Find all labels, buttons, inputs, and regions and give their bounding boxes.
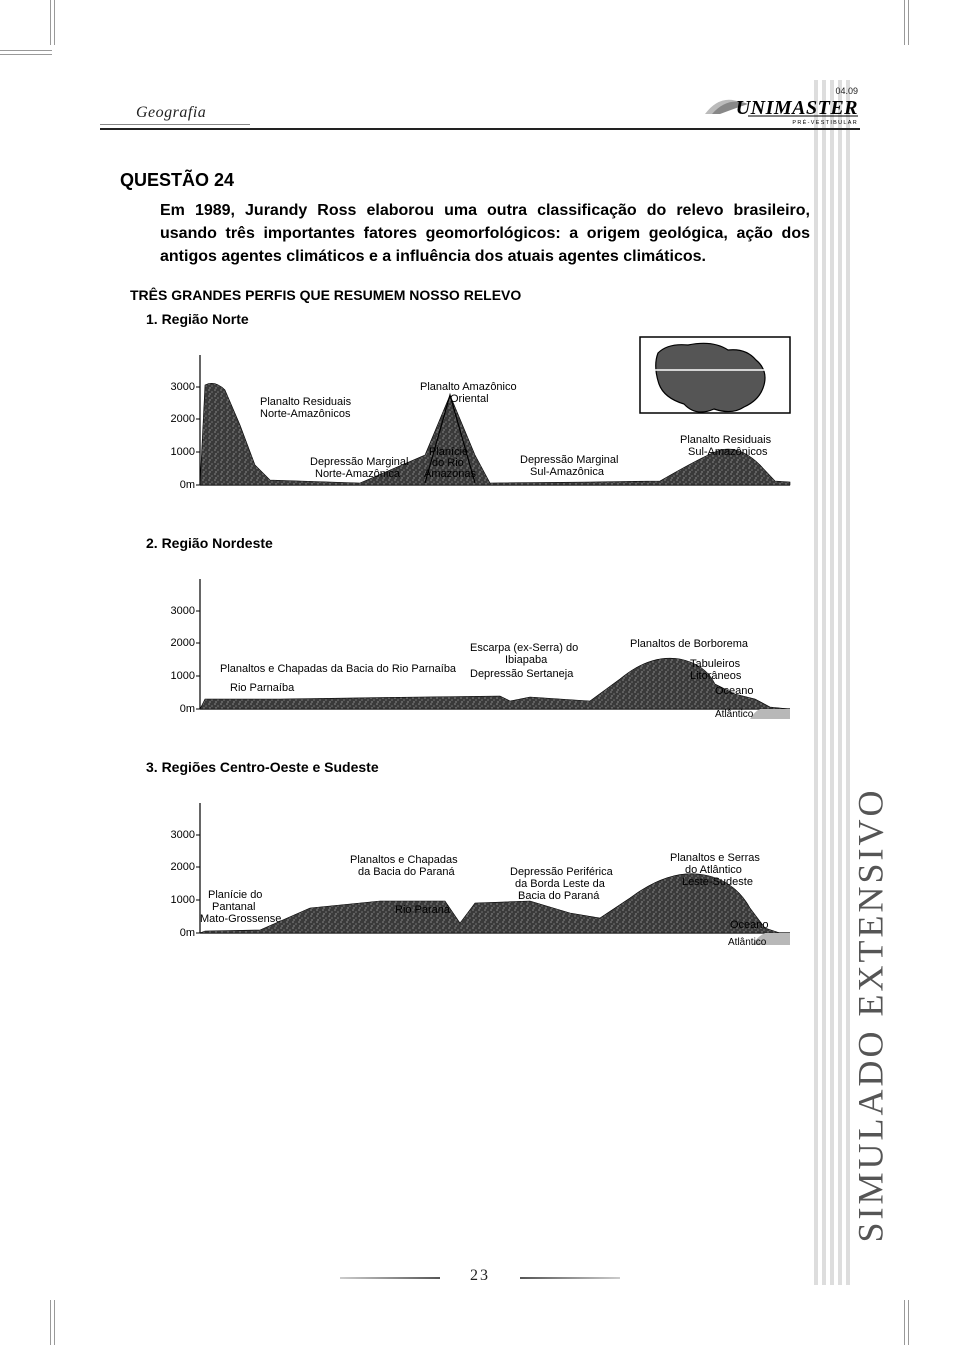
svg-text:3000: 3000: [171, 829, 195, 841]
question-title: QUESTÃO 24: [120, 170, 810, 191]
svg-text:Escarpa (ex-Serra) doIbiapaba: Escarpa (ex-Serra) doIbiapaba: [470, 642, 578, 666]
figure-main-title: TRÊS GRANDES PERFIS QUE RESUMEM NOSSO RE…: [130, 287, 810, 303]
profile-chart-1: 0m 1000 2000 3000: [160, 335, 800, 505]
question-body: Em 1989, Jurandy Ross elaborou uma outra…: [160, 199, 810, 269]
profile-title-3: 3. Regiões Centro-Oeste e Sudeste: [146, 759, 810, 775]
svg-text:Planície doPantanalMato-Grosse: Planície doPantanalMato-Grossense: [200, 889, 281, 925]
subject-chip: Geografia: [130, 104, 212, 122]
svg-text:Atlântico: Atlântico: [715, 709, 754, 720]
svg-text:Planaltos de Borborema: Planaltos de Borborema: [630, 638, 749, 650]
svg-text:Oceano: Oceano: [715, 685, 754, 697]
svg-text:Rio Paraná: Rio Paraná: [395, 904, 451, 916]
svg-text:TabuleirosLitorâneos: TabuleirosLitorâneos: [690, 658, 742, 682]
profile-title-1: 1. Região Norte: [146, 311, 810, 327]
svg-text:PRÉ-VESTIBULAR: PRÉ-VESTIBULAR: [792, 119, 858, 126]
content-area: QUESTÃO 24 Em 1989, Jurandy Ross elaboro…: [120, 170, 810, 1235]
svg-text:2000: 2000: [171, 413, 195, 425]
svg-text:Planalto ResiduaisSul-Amazônic: Planalto ResiduaisSul-Amazônicos: [680, 434, 772, 458]
svg-text:1000: 1000: [171, 670, 195, 682]
svg-text:Planalto ResiduaisNorte-Amazôn: Planalto ResiduaisNorte-Amazônicos: [260, 396, 352, 420]
svg-text:2000: 2000: [171, 861, 195, 873]
svg-text:Planaltos e Chapadas da Bacia: Planaltos e Chapadas da Bacia do Rio Par…: [220, 663, 457, 675]
page: Geografia 04.09 UNIMASTER PRÉ-VESTIBULAR…: [0, 0, 960, 1345]
profile-title-2: 2. Região Nordeste: [146, 535, 810, 551]
svg-text:Atlântico: Atlântico: [728, 937, 767, 948]
figure-block: TRÊS GRANDES PERFIS QUE RESUMEM NOSSO RE…: [130, 287, 810, 958]
svg-text:Depressão MarginalSul-Amazônic: Depressão MarginalSul-Amazônica: [520, 454, 618, 478]
svg-text:Depressão Periféricada Borda L: Depressão Periféricada Borda Leste daBac…: [510, 866, 614, 902]
profile-chart-3: 0m 1000 2000 3000 Planície doPantanalMat…: [160, 783, 800, 958]
svg-text:Depressão Sertaneja: Depressão Sertaneja: [470, 668, 574, 680]
svg-text:0m: 0m: [180, 927, 195, 939]
svg-text:2000: 2000: [171, 637, 195, 649]
svg-text:Planaltos e Chapadasda Bacia d: Planaltos e Chapadasda Bacia do Paraná: [350, 854, 458, 878]
svg-text:0m: 0m: [180, 479, 195, 491]
svg-text:Rio Parnaíba: Rio Parnaíba: [230, 682, 295, 694]
svg-text:1000: 1000: [171, 446, 195, 458]
profile-chart-2: 0m 1000 2000 3000 Planaltos e Chapadas d…: [160, 559, 800, 729]
svg-text:Planalto AmazônicoOriental: Planalto AmazônicoOriental: [420, 381, 517, 405]
page-number: 23: [450, 1267, 510, 1285]
svg-text:3000: 3000: [171, 381, 195, 393]
svg-text:Planaltos e Serrasdo Atlântico: Planaltos e Serrasdo AtlânticoLeste-Sude…: [670, 852, 760, 888]
crop-marks-bottom: [0, 1285, 960, 1345]
svg-text:Depressão MarginalNorte-Amazôn: Depressão MarginalNorte-Amazônica: [310, 456, 408, 480]
side-decorative-stripes: [814, 80, 854, 1285]
inset-map-brazil: [640, 337, 790, 413]
svg-text:Oceano: Oceano: [730, 919, 769, 931]
side-vertical-label: SIMULADO EXTENSIVO: [850, 780, 890, 1250]
page-header: Geografia 04.09 UNIMASTER PRÉ-VESTIBULAR: [100, 110, 860, 150]
svg-text:0m: 0m: [180, 703, 195, 715]
svg-text:04.09: 04.09: [835, 86, 858, 96]
crop-marks-top: [0, 0, 960, 90]
svg-text:3000: 3000: [171, 605, 195, 617]
brand-logo: 04.09 UNIMASTER PRÉ-VESTIBULAR: [700, 84, 860, 133]
svg-text:1000: 1000: [171, 894, 195, 906]
